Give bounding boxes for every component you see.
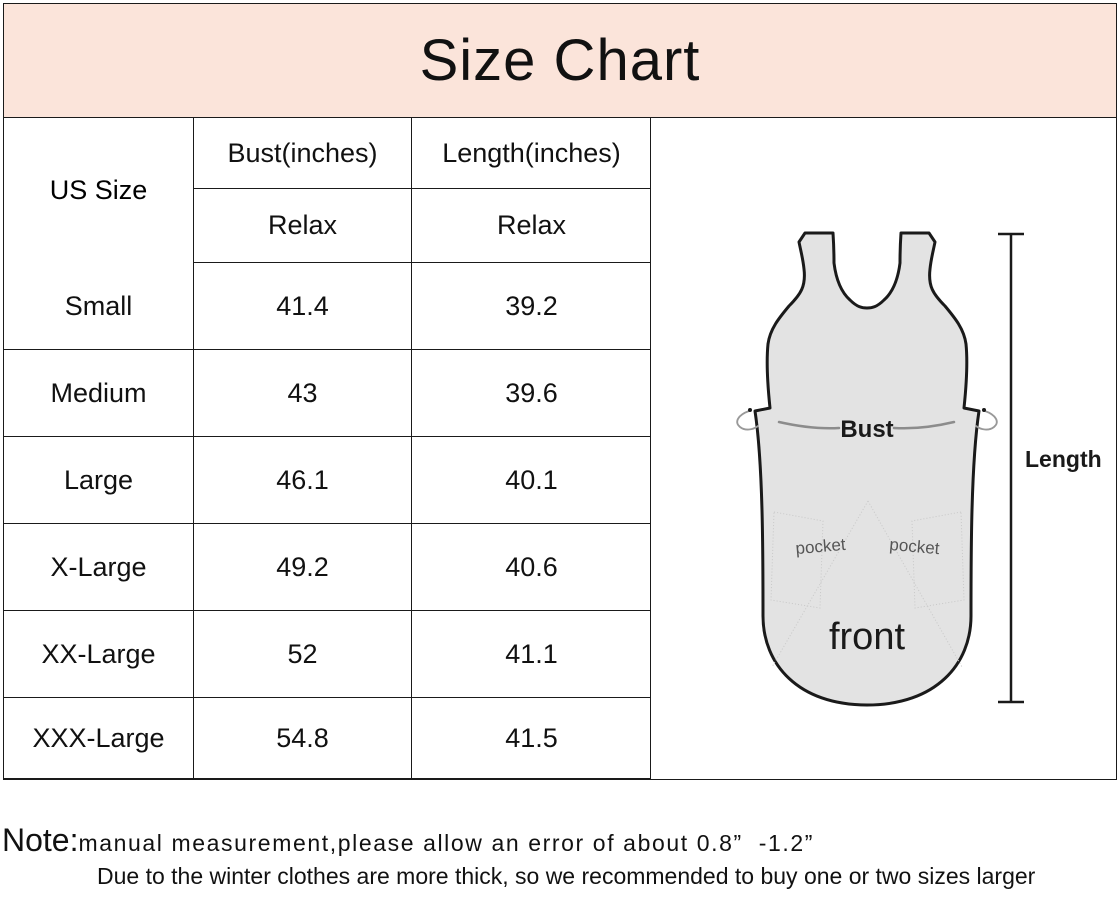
svg-text:front: front	[829, 616, 905, 658]
svg-text:Length: Length	[1025, 446, 1102, 472]
svg-text:Bust: Bust	[840, 416, 893, 443]
